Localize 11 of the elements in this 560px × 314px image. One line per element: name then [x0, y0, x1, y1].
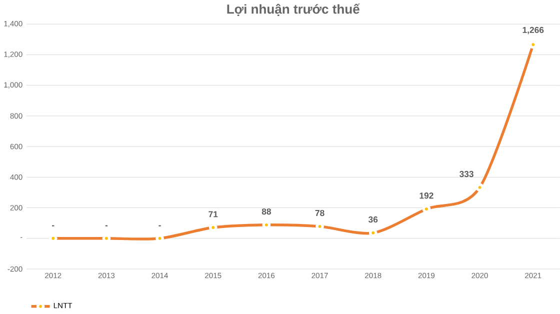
chart-title: Lợi nhuận trước thuế [227, 4, 360, 16]
data-label: 88 [262, 208, 272, 215]
data-label: - [158, 225, 161, 226]
data-label: 71 [208, 211, 218, 218]
data-label: 1,266 [522, 26, 544, 34]
data-label: 192 [420, 192, 434, 199]
data-label: 78 [315, 210, 324, 216]
data-label: - [105, 225, 108, 226]
data-label: 333 [460, 170, 474, 178]
data-label: - [52, 225, 54, 226]
data-label: 36 [368, 216, 378, 222]
